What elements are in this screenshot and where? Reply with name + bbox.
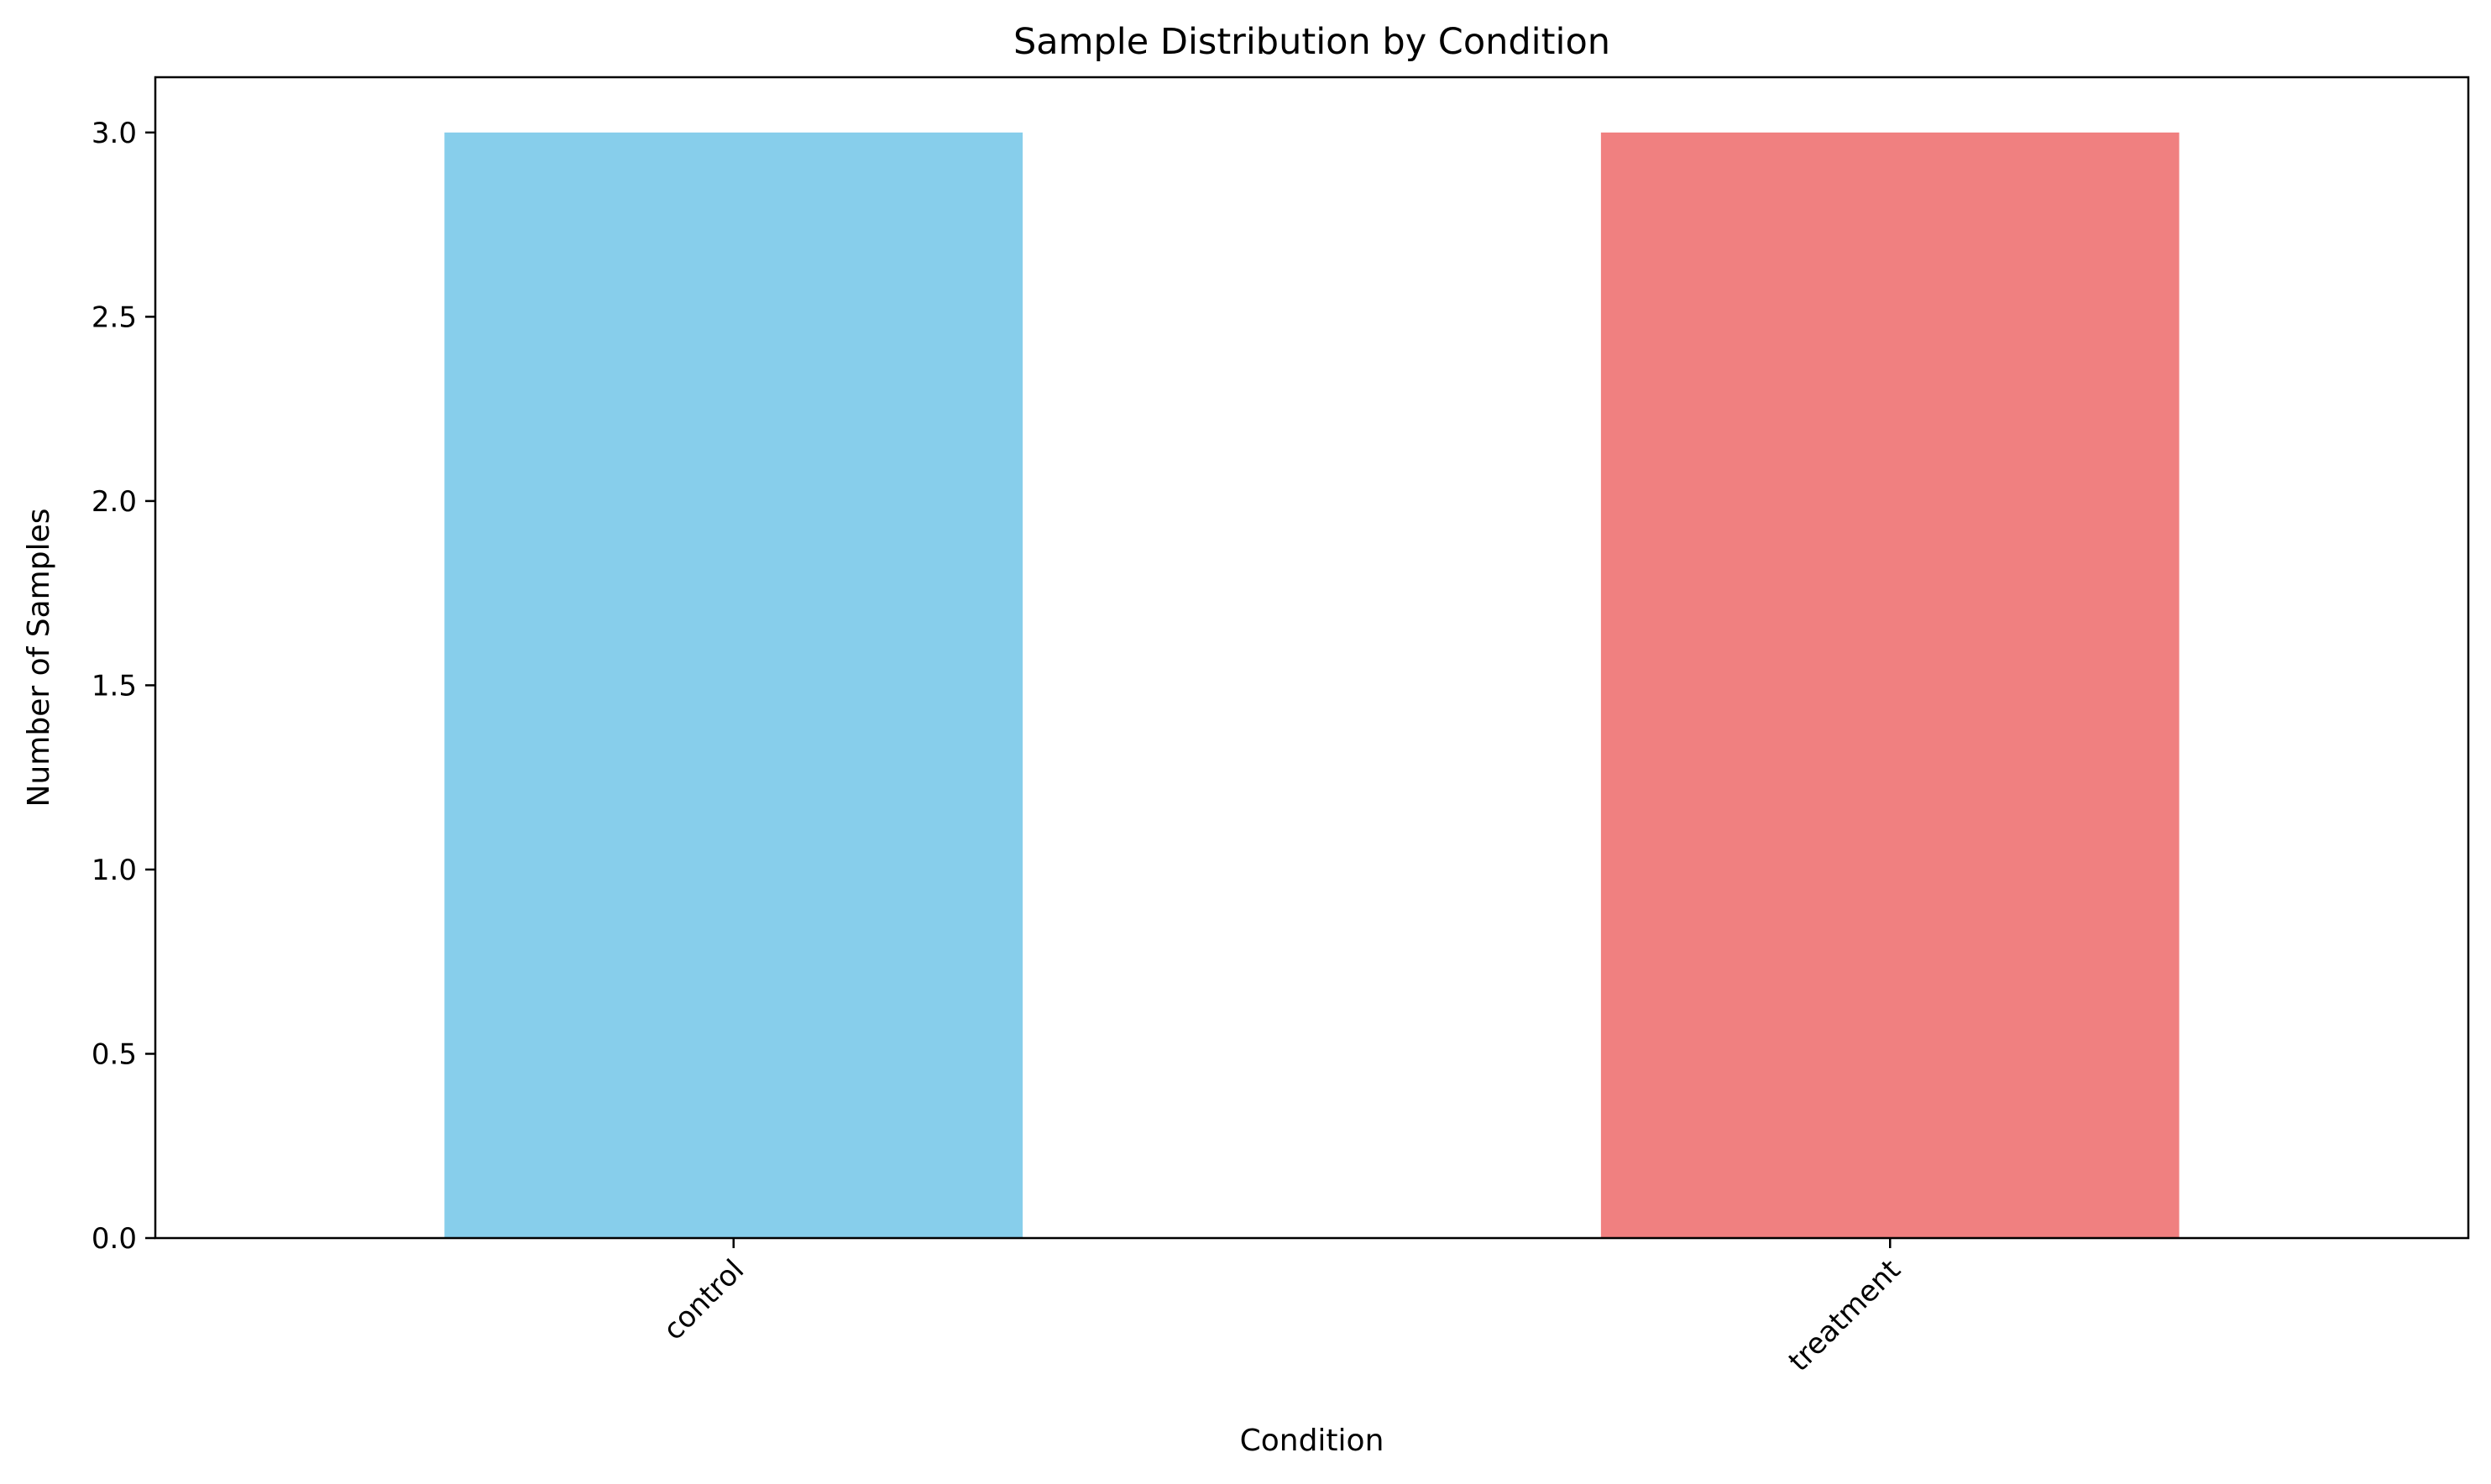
y-tick-label: 2.0 bbox=[92, 485, 137, 519]
y-axis-label: Number of Samples bbox=[22, 509, 56, 807]
y-tick-label: 2.5 bbox=[92, 300, 137, 334]
chart-title: Sample Distribution by Condition bbox=[1013, 21, 1610, 63]
y-axis-ticks: 0.0 0.5 1.0 1.5 2.0 2.5 3.0 bbox=[92, 117, 155, 1256]
bar-treatment bbox=[1600, 132, 2180, 1238]
y-tick-label: 0.0 bbox=[92, 1222, 137, 1256]
y-tick-label: 3.0 bbox=[92, 117, 137, 150]
y-tick-label: 1.0 bbox=[92, 854, 137, 887]
y-tick-label: 1.5 bbox=[92, 669, 137, 703]
x-axis-label: Condition bbox=[1240, 1424, 1384, 1458]
bars-layer bbox=[444, 132, 2180, 1238]
bar-control bbox=[444, 132, 1023, 1238]
y-tick-label: 0.5 bbox=[92, 1037, 137, 1071]
plot-area-frame bbox=[154, 76, 2470, 1240]
